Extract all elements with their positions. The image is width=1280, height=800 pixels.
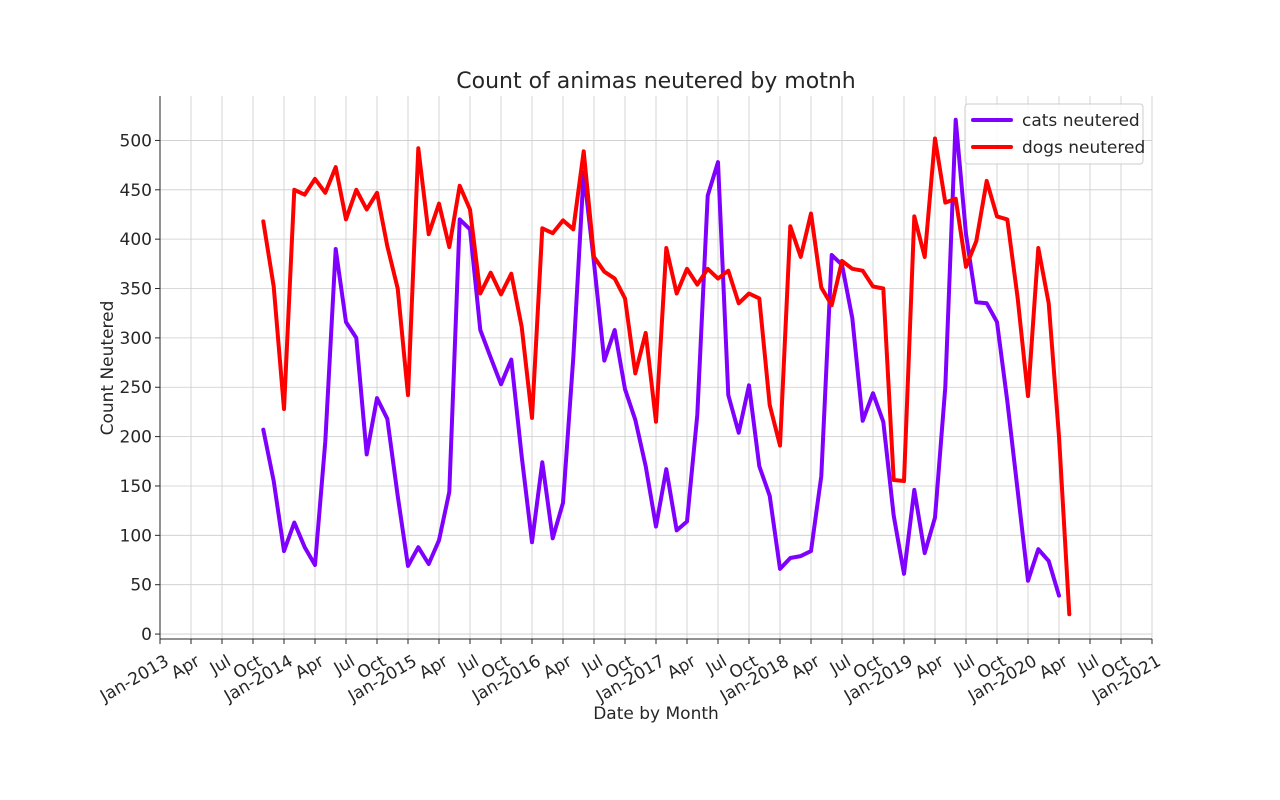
legend-label-cats: cats neutered (1022, 111, 1140, 131)
y-tick-label: 0 (141, 625, 152, 645)
y-tick-label: 150 (120, 477, 152, 497)
x-axis-label: Date by Month (593, 704, 719, 724)
y-tick-label: 350 (120, 280, 152, 300)
y-tick-label: 250 (120, 378, 152, 398)
y-tick-label: 100 (120, 526, 152, 546)
y-tick-label: 50 (130, 576, 152, 596)
y-tick-label: 300 (120, 329, 152, 349)
y-tick-label: 200 (120, 428, 152, 448)
series-layer (261, 117, 1072, 617)
legend: cats neutered dogs neutered (964, 103, 1145, 165)
y-tick-label: 500 (120, 131, 152, 151)
y-tick-label: 400 (120, 230, 152, 250)
y-axis-ticks: 0 50 100 150 200 250 300 350 400 450 500 (120, 131, 160, 645)
chart-title: Count of animas neutered by motnh (456, 69, 855, 94)
legend-label-dogs: dogs neutered (1022, 138, 1145, 158)
series-line-dogs (261, 136, 1072, 617)
series-line-cats (261, 117, 1061, 598)
y-tick-label: 450 (120, 181, 152, 201)
y-axis-label: Count Neutered (98, 301, 118, 436)
